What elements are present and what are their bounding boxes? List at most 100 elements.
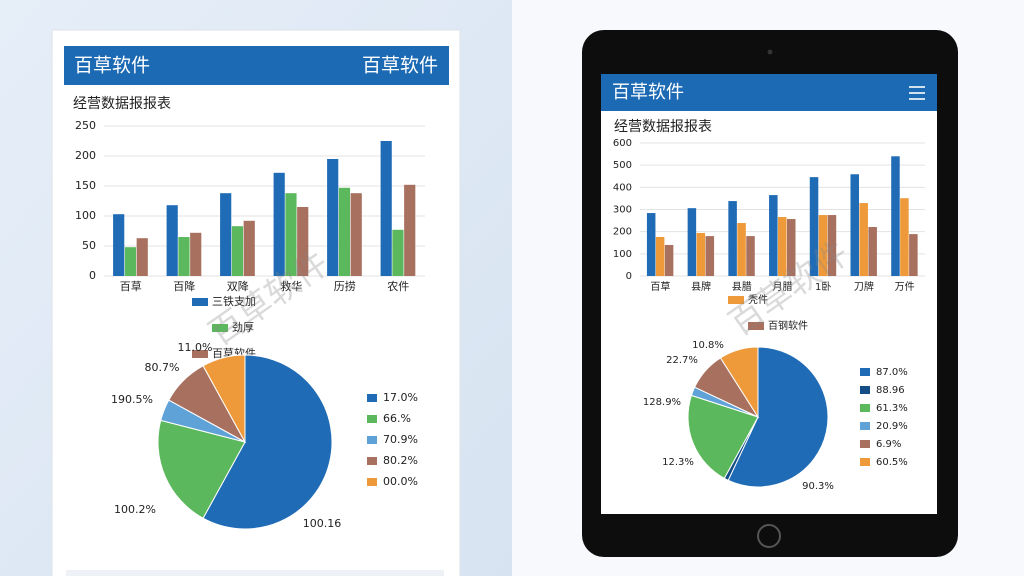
bar [818, 215, 828, 276]
legend-swatch [192, 298, 208, 306]
bar [859, 203, 868, 276]
x-tick-label: 救华 [280, 279, 302, 293]
legend-label: 17.0% [383, 391, 418, 404]
bar [868, 227, 877, 276]
legend-label: 70.9% [383, 433, 418, 446]
header-brand-right: 百草软件 [362, 55, 438, 77]
legend-swatch [192, 350, 208, 358]
legend-swatch [860, 386, 870, 394]
bar [178, 237, 190, 276]
x-tick-label: 农件 [387, 279, 409, 293]
bar [231, 226, 244, 276]
y-tick-label: 200 [75, 149, 96, 162]
pie-slice [727, 346, 829, 488]
x-tick-label: 百草 [120, 280, 142, 293]
pie-slice [202, 354, 333, 530]
x-tick-label: 双降 [227, 279, 249, 293]
bar [705, 236, 715, 276]
x-tick-label: 刀牌 [854, 280, 874, 293]
pie-slice [687, 394, 759, 480]
bar [827, 215, 837, 276]
bar [655, 236, 665, 276]
y-tick-label: 250 [75, 119, 96, 132]
tablet-header [601, 74, 937, 111]
y-tick-label: 300 [613, 205, 632, 216]
legend-swatch [860, 458, 870, 466]
bar [338, 187, 351, 276]
card-footer [66, 570, 444, 576]
legend-label: 20.9% [876, 421, 908, 432]
bar [404, 184, 416, 276]
slice-label: 100.2% [114, 503, 156, 516]
y-tick-label: 600 [613, 138, 632, 149]
legend-swatch [367, 394, 377, 402]
bar [113, 214, 125, 276]
legend-label: 80.2% [383, 454, 418, 467]
slice-label: 22.7% [666, 355, 698, 366]
x-tick-label: 百降 [173, 279, 195, 293]
legend-label: 三铁支加 [212, 295, 256, 308]
y-tick-label: 0 [89, 269, 96, 282]
bar [746, 236, 755, 276]
y-tick-label: 400 [613, 182, 632, 193]
bar [728, 201, 737, 276]
x-tick-label: 万件 [895, 281, 915, 293]
legend-label: 百钢软件 [768, 319, 808, 332]
bar [124, 247, 137, 276]
legend-swatch [860, 422, 870, 430]
bar [769, 195, 778, 276]
header-brand: 百草软件 [74, 55, 150, 77]
pie-slice [202, 354, 246, 443]
bar [850, 174, 860, 276]
legend-label: 劲厚 [232, 321, 254, 334]
legend-label: 88.96 [876, 385, 905, 396]
bar [664, 244, 674, 276]
home-button [757, 524, 781, 548]
legend-swatch [728, 296, 744, 304]
x-tick-label: 县腊 [732, 281, 752, 293]
x-tick-label: 月腊 [773, 281, 793, 293]
bar [380, 141, 392, 276]
left-header [64, 46, 449, 85]
slice-label: 11.0% [178, 341, 213, 354]
bar [900, 198, 909, 276]
slice-label: 12.3% [662, 457, 694, 468]
bar [786, 219, 796, 276]
legend-label: 87.0% [876, 367, 908, 378]
bar [392, 229, 404, 276]
legend-swatch [860, 404, 870, 412]
bar [778, 217, 787, 276]
bar [696, 232, 706, 276]
legend-swatch [212, 324, 228, 332]
bar [737, 223, 746, 276]
chart-title: 经营数据报报表 [614, 119, 712, 135]
slice-label: 10.8% [692, 340, 724, 351]
content: 经营数据报报表 0 50 100 150 200 250 百草 百降 双降 救华 历捞 农件三铁支加劲厚… [73, 96, 925, 530]
bar [273, 172, 285, 276]
menu-icon[interactable] [909, 86, 925, 100]
legend-swatch [860, 368, 870, 376]
bar [285, 193, 297, 276]
legend-label: 66.% [383, 412, 411, 425]
y-tick-label: 150 [75, 179, 96, 192]
bar [809, 177, 819, 276]
bar [646, 213, 656, 276]
legend-label: 61.3% [876, 403, 908, 414]
bar [327, 159, 339, 276]
bar [220, 193, 232, 276]
x-tick-label: 历捞 [334, 280, 356, 293]
y-tick-label: 50 [82, 239, 96, 252]
legend-label: 00.0% [383, 475, 418, 488]
legend-swatch [367, 478, 377, 486]
y-tick-label: 200 [613, 227, 632, 238]
y-tick-label: 100 [75, 209, 96, 222]
bar [243, 220, 255, 276]
pie-slice [719, 346, 759, 419]
legend-label: 秃件 [748, 294, 768, 306]
slice-label: 190.5% [111, 393, 153, 406]
y-tick-label: 100 [613, 249, 632, 260]
y-tick-label: 500 [613, 160, 632, 171]
bar [190, 232, 202, 276]
legend-label: 60.5% [876, 457, 908, 468]
